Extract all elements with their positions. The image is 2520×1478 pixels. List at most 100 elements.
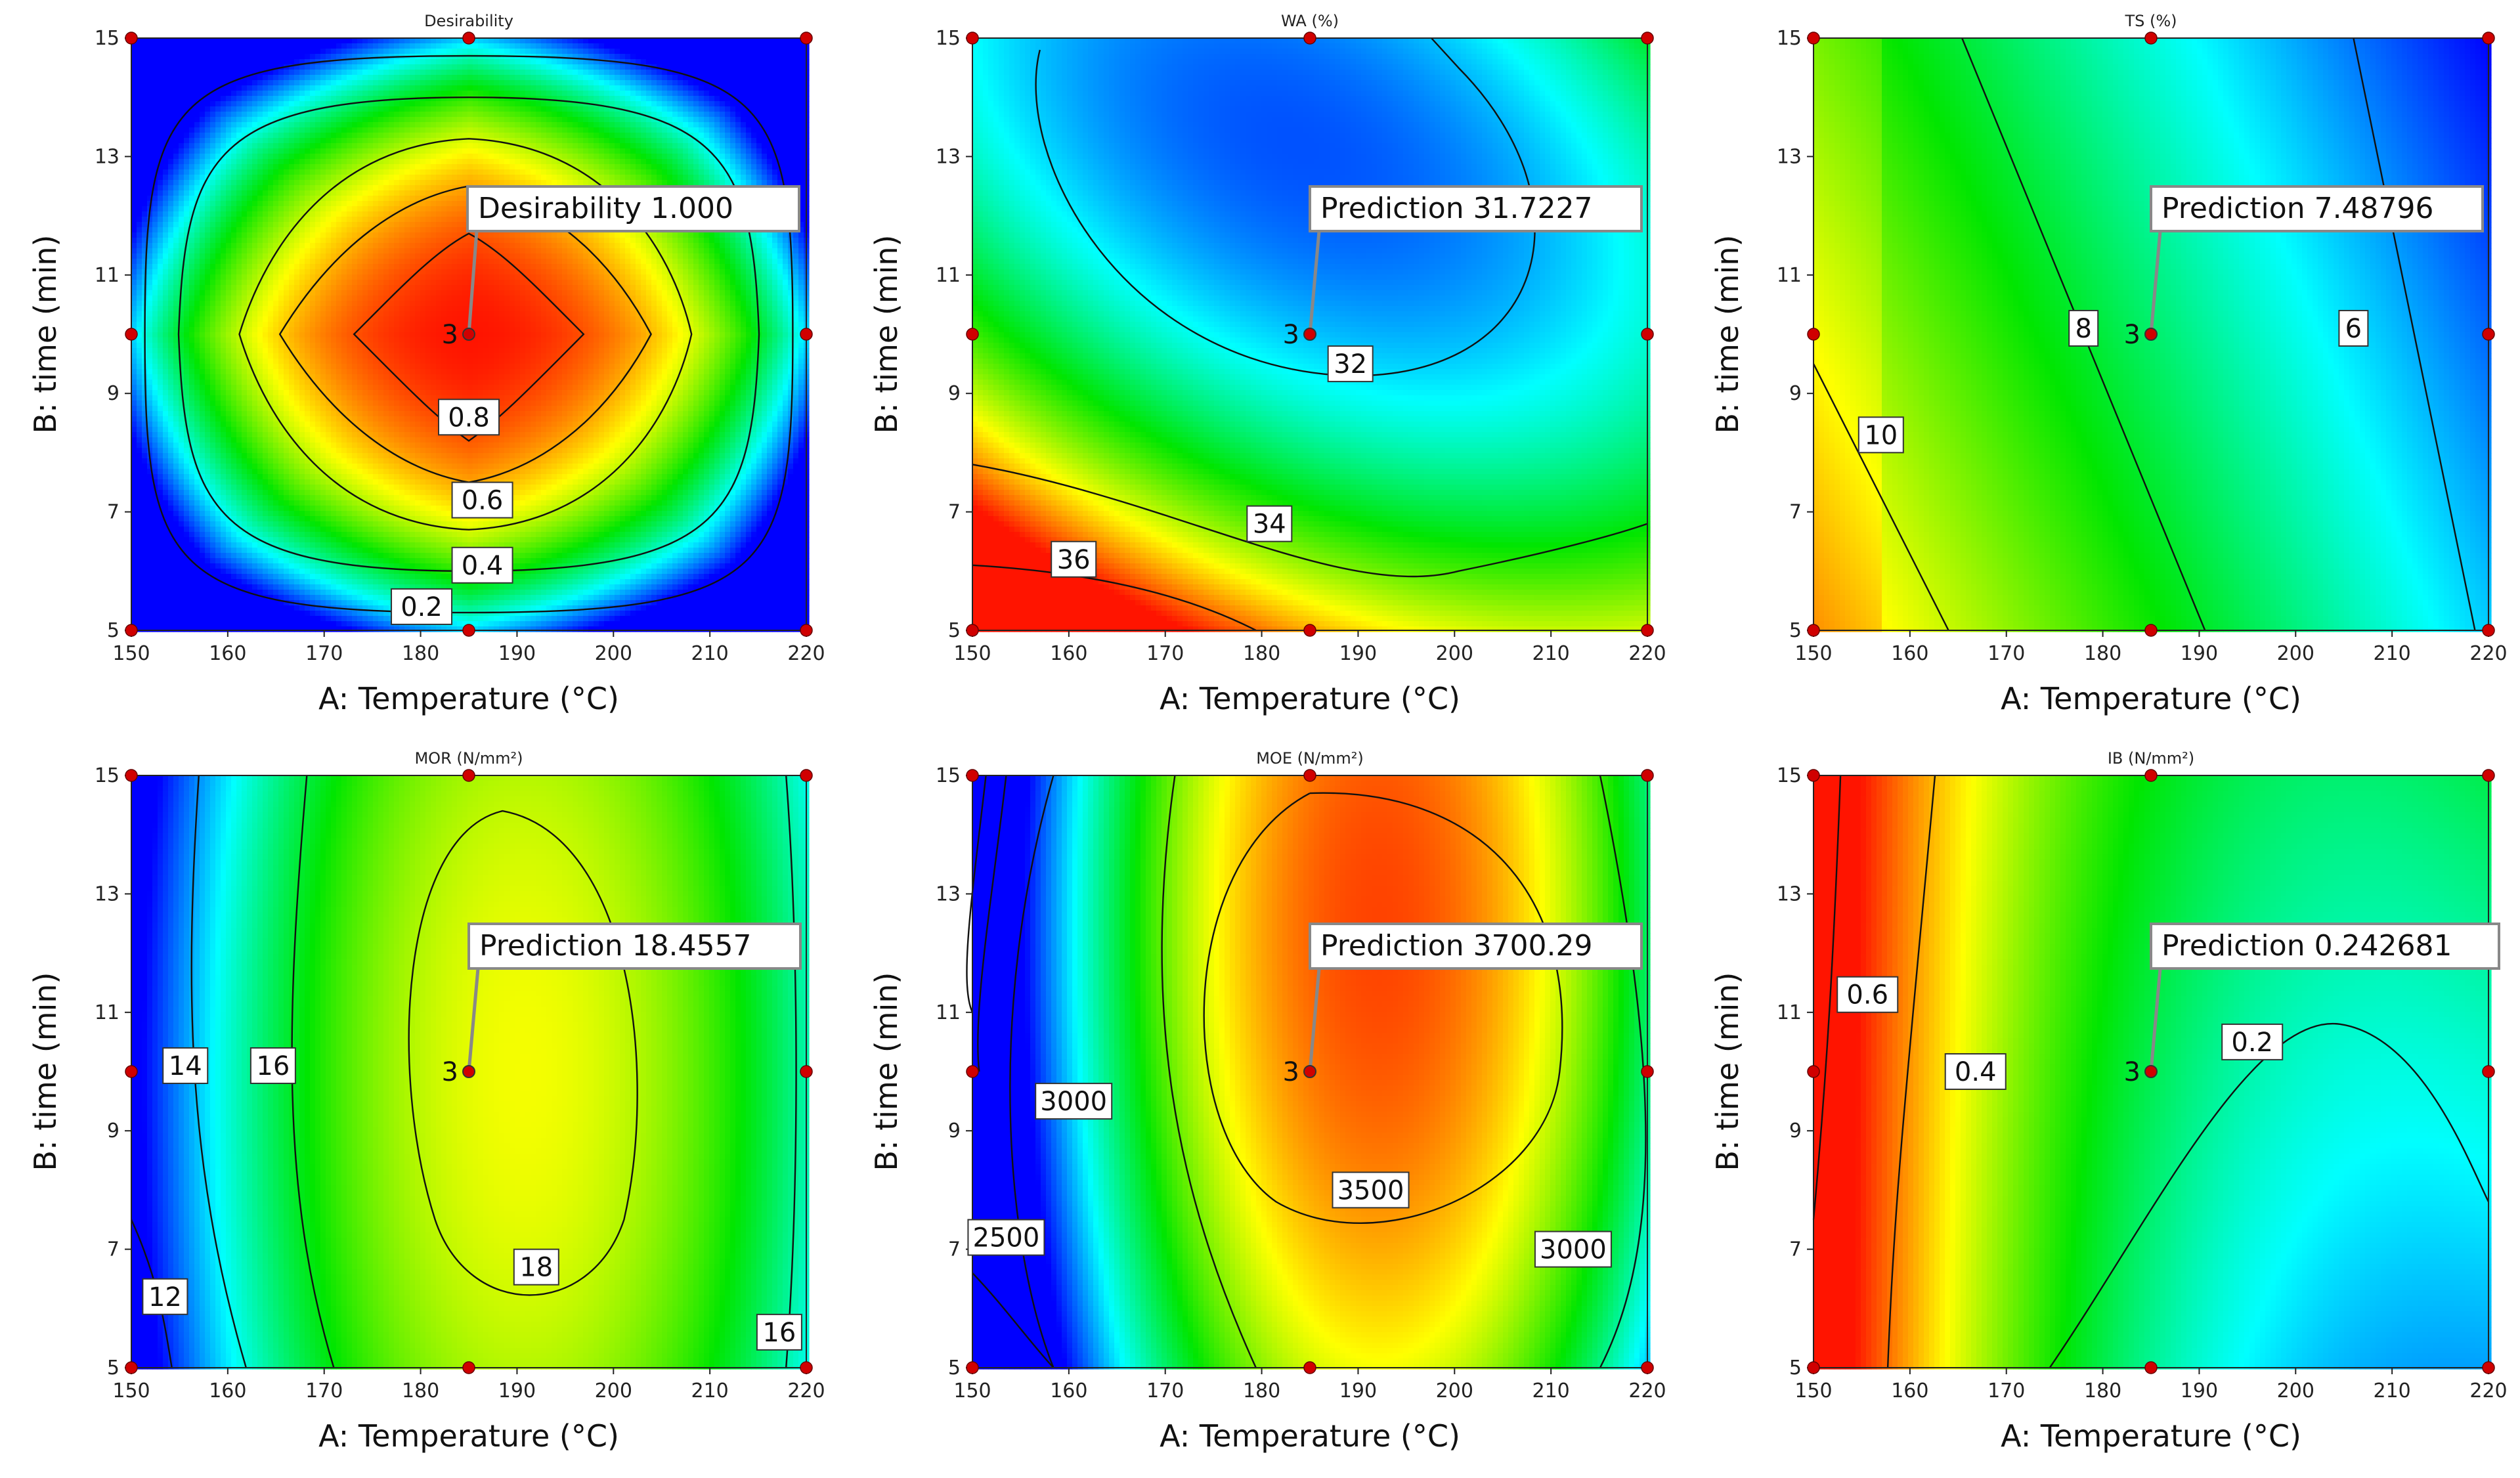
y-tick-label: 9 [948,1119,961,1142]
y-tick-label: 13 [936,882,961,905]
x-tick-label: 150 [112,1380,150,1402]
design-point[interactable] [1641,1066,1653,1077]
design-point[interactable] [1641,770,1653,781]
y-tick-label: 13 [936,145,961,168]
contour-label: 0.2 [391,589,452,624]
x-tick-label: 220 [787,1380,825,1402]
design-point[interactable] [1808,1066,1819,1077]
design-point[interactable] [800,1362,812,1374]
x-tick-label: 210 [2374,1380,2411,1402]
x-tick-label: 220 [2469,1380,2507,1402]
prediction-text: Prediction 31.7227 [1320,192,1593,225]
design-point[interactable] [800,328,812,340]
design-point[interactable] [1304,32,1316,44]
y-tick-label: 9 [1789,1119,1802,1142]
contour-label-text: 8 [2075,314,2091,344]
design-point[interactable] [967,1362,978,1374]
design-point[interactable] [1304,770,1316,781]
contour-label-text: 2500 [973,1223,1040,1253]
design-point[interactable] [800,1066,812,1077]
design-point[interactable] [463,624,475,636]
design-point[interactable] [1641,328,1653,340]
design-point[interactable] [800,32,812,44]
design-point[interactable] [125,328,137,340]
contour-label-text: 0.4 [1955,1057,1997,1087]
design-point[interactable] [967,32,978,44]
x-tick-label: 160 [1050,1380,1087,1402]
y-tick-label: 5 [107,619,119,642]
x-tick-label: 220 [2469,642,2507,665]
chart-title: MOR (N/mm²) [414,749,523,768]
contour-label-text: 3000 [1040,1087,1107,1117]
center-point[interactable] [1304,1066,1316,1077]
y-tick-label: 15 [936,764,961,787]
contour-label: 32 [1328,346,1373,381]
x-tick-label: 180 [402,642,439,665]
y-axis-label: B: time (min) [28,972,63,1171]
design-point[interactable] [1641,32,1653,44]
center-point[interactable] [1304,328,1316,340]
x-tick-label: 210 [691,1380,729,1402]
design-point[interactable] [125,1362,137,1374]
design-point[interactable] [1304,1362,1316,1374]
y-tick-label: 13 [95,145,119,168]
center-point[interactable] [2145,1066,2157,1077]
chart-title: TS (%) [2124,12,2177,30]
y-tick-label: 15 [936,27,961,50]
x-tick-label: 160 [209,1380,246,1402]
center-point[interactable] [463,1066,475,1077]
design-point[interactable] [463,770,475,781]
design-point[interactable] [2145,624,2157,636]
design-point[interactable] [1808,32,1819,44]
replicate-count: 3 [1283,1057,1299,1087]
x-tick-label: 170 [1988,1380,2025,1402]
center-point[interactable] [2145,328,2157,340]
chart-panel-2: WA (%)150 160 170 180 190 200 210 220579111315A… [869,12,1666,716]
design-point[interactable] [1808,1362,1819,1374]
x-tick-label: 210 [1532,1380,1570,1402]
x-tick-label: 200 [1436,1380,1473,1402]
design-point[interactable] [2145,1362,2157,1374]
design-point[interactable] [2483,1066,2494,1077]
contour-label-text: 12 [148,1282,182,1313]
design-point[interactable] [125,32,137,44]
design-point[interactable] [1808,624,1819,636]
x-axis-label: A: Temperature (°C) [318,681,619,716]
design-point[interactable] [2483,1362,2494,1374]
y-tick-label: 15 [1777,764,1802,787]
x-tick-label: 180 [1243,642,1280,665]
design-point[interactable] [1641,624,1653,636]
contour-label-text: 10 [1864,420,1898,450]
design-point[interactable] [2483,770,2494,781]
center-point[interactable] [463,328,475,340]
design-point[interactable] [125,624,137,636]
design-point[interactable] [1304,624,1316,636]
design-point[interactable] [800,770,812,781]
design-point[interactable] [463,32,475,44]
design-point[interactable] [2483,624,2494,636]
x-axis-label: A: Temperature (°C) [318,1418,619,1454]
design-point[interactable] [1808,770,1819,781]
design-point[interactable] [2145,770,2157,781]
contour-label: 16 [251,1048,295,1083]
design-point[interactable] [967,328,978,340]
contour-label: 0.6 [1837,977,1898,1012]
contour-label-text: 32 [1334,349,1367,380]
design-point[interactable] [967,770,978,781]
design-point[interactable] [967,624,978,636]
design-point[interactable] [2145,32,2157,44]
design-point[interactable] [125,1066,137,1077]
design-point[interactable] [125,770,137,781]
contour-label-text: 36 [1057,545,1091,575]
design-point[interactable] [2483,328,2494,340]
contour-label-text: 16 [762,1318,796,1348]
design-point[interactable] [1808,328,1819,340]
replicate-count: 3 [442,320,458,350]
design-point[interactable] [1641,1362,1653,1374]
design-point[interactable] [800,624,812,636]
replicate-count: 3 [2124,1057,2140,1087]
design-point[interactable] [463,1362,475,1374]
y-tick-label: 9 [107,1119,119,1142]
design-point[interactable] [2483,32,2494,44]
design-point[interactable] [967,1066,978,1077]
